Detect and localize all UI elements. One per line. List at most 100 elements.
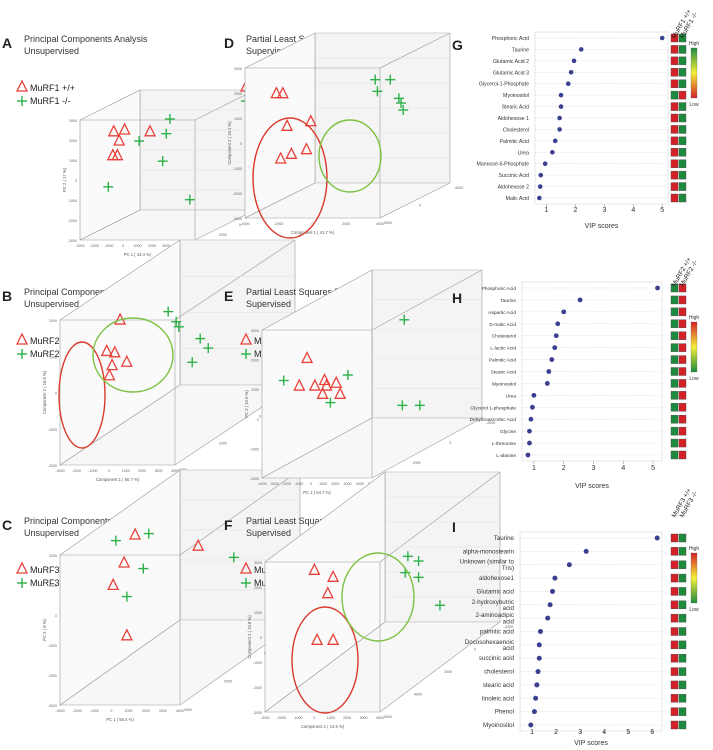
metabolite-label: Glutamic Acid 2 <box>493 59 529 65</box>
heatmap-cell <box>670 533 679 543</box>
y-tick-label: 0 <box>257 418 259 422</box>
heatmap-cell <box>670 79 679 88</box>
vip-point <box>565 81 571 87</box>
x-tick-label: 3000 <box>159 709 167 713</box>
heatmap-cell <box>670 640 679 650</box>
x-tick-label: 0 <box>108 469 110 473</box>
x-tick-label: -3000 <box>55 469 64 473</box>
z-tick-label: -2000 <box>486 421 495 425</box>
heatmap-cell <box>670 307 679 317</box>
metabolite-label: Glycerol-1-Phosphate <box>479 82 529 88</box>
y-tick-label: 0 <box>75 179 77 183</box>
heatmap-cell <box>670 367 679 376</box>
legend-triangle-icon <box>15 561 29 574</box>
y-tick-label: 2000 <box>49 319 57 323</box>
heatmap-cell <box>678 102 687 111</box>
vip-point <box>577 297 583 303</box>
data-point-plus <box>143 528 154 539</box>
data-point-plus <box>434 600 445 611</box>
heatmap-cell <box>670 193 679 203</box>
heatmap-cell <box>670 707 679 716</box>
heatmap-cell <box>678 533 687 543</box>
data-point-plus <box>134 136 145 146</box>
x-tick-label: -3000 <box>75 244 84 248</box>
y-tick-label: 3000 <box>69 119 77 123</box>
vip-point <box>552 575 558 581</box>
heatmap-cell <box>670 450 679 460</box>
x-tick-label: 4 <box>631 207 635 214</box>
data-point-triangle <box>106 358 119 371</box>
heatmap-cell <box>670 90 679 100</box>
vip-point <box>553 333 559 339</box>
x-tick-label: -1000 <box>104 244 113 248</box>
y-tick-label: -1000 <box>48 428 57 432</box>
metabolite-label: Glycine <box>500 429 516 435</box>
color-scale-bar <box>690 552 698 604</box>
heatmap-cell <box>678 587 687 596</box>
axes-box <box>79 89 256 241</box>
heatmap-cell <box>678 79 687 88</box>
heatmap-cell <box>670 295 679 305</box>
metabolite-label: Myoinositol <box>492 381 516 387</box>
x-tick-label: 2 <box>562 465 566 472</box>
heatmap-cell <box>670 148 679 157</box>
data-point-triangle <box>285 146 298 159</box>
data-point-triangle <box>321 586 334 599</box>
vip-point <box>566 562 572 568</box>
x-axis-label: Component 1 ( 41.7 %) <box>291 230 335 235</box>
vip-point <box>555 321 561 327</box>
back-wall <box>371 269 483 419</box>
heatmap-cell <box>678 613 687 623</box>
y-axis-label: PC 2 ( 10.6 %) <box>244 390 249 418</box>
metabolite-label: succinic acid <box>479 655 515 662</box>
metabolite-label: L-lactic Acid <box>490 346 516 352</box>
data-point-plus <box>398 105 409 115</box>
x-tick-label: 1 <box>530 729 534 736</box>
heatmap-cell <box>670 182 679 191</box>
data-point-plus <box>325 397 336 408</box>
metabolite-label-line: Docosohexaenoic <box>465 639 514 646</box>
x-tick-label: 1 <box>545 207 549 214</box>
panel-title: Principal Components Analysis <box>24 34 148 44</box>
cluster-ellipse <box>341 552 415 642</box>
data-point-plus <box>228 552 239 563</box>
x-tick-label: -3000 <box>270 482 279 486</box>
vip-point <box>557 127 562 132</box>
y-tick-label: 1000 <box>69 159 77 163</box>
data-point-triangle <box>327 632 340 645</box>
data-point-triangle <box>100 343 113 357</box>
panel-subtitle: Unsupervised <box>24 46 79 56</box>
panel-letter: A <box>2 35 12 51</box>
y-tick-label: 2000 <box>254 586 262 590</box>
legend-plus-icon <box>17 349 27 359</box>
x-tick-label: 2000 <box>138 469 146 473</box>
data-point-plus <box>157 156 168 167</box>
vip-point <box>558 92 564 98</box>
heatmap-cell <box>678 193 687 203</box>
heatmap-cell <box>678 640 687 650</box>
y-tick-label: 2000 <box>49 554 57 558</box>
y-tick-label: -1000 <box>253 661 262 665</box>
z-tick-label: 0 <box>474 648 476 652</box>
heatmap-cell <box>678 125 687 134</box>
vip-point <box>552 345 558 351</box>
x-tick-label: 4 <box>602 729 606 736</box>
heatmap-cell <box>678 573 687 583</box>
vip-point <box>552 138 558 144</box>
x-tick-label: 2000 <box>343 716 351 720</box>
data-point-triangle <box>107 577 120 591</box>
data-point-triangle <box>103 368 116 381</box>
vip-point <box>536 642 542 648</box>
vip-point <box>542 161 548 167</box>
x-tick-label: -3000 <box>260 716 269 720</box>
heatmap-cell <box>678 547 687 556</box>
metabolite-label: Palmitic Acid <box>500 139 530 145</box>
metabolite-label: Glycerol 1-phosphate <box>470 405 516 411</box>
x-tick-label: -4000 <box>240 222 249 226</box>
z-tick-label: 0 <box>239 223 241 227</box>
heatmap-cell <box>670 694 679 703</box>
data-point-triangle <box>320 378 333 391</box>
y-axis-label: Component 2 ( 19.1 %) <box>227 121 232 165</box>
